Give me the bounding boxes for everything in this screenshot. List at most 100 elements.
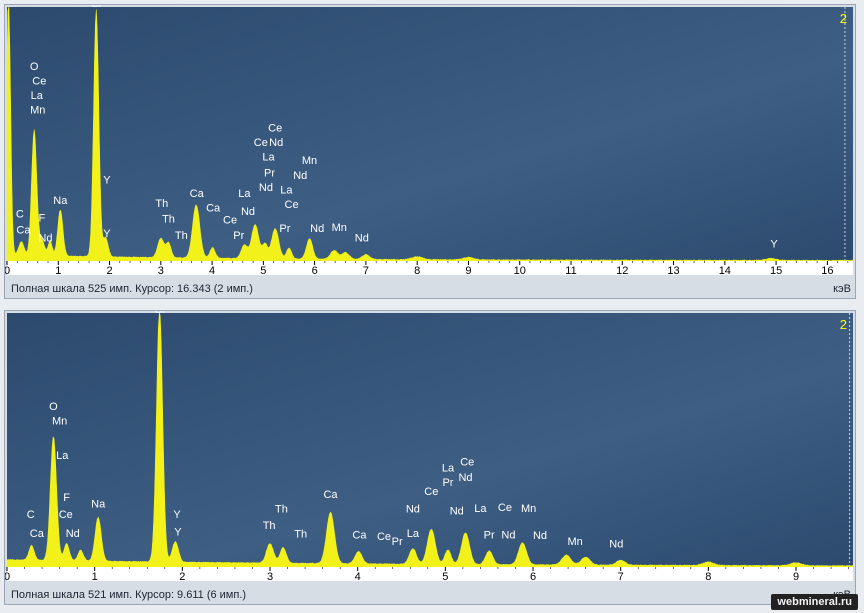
x-tick-label: 6 bbox=[530, 571, 536, 583]
peak-label: Pr bbox=[264, 167, 275, 179]
peak-label: Ce bbox=[223, 214, 237, 226]
peak-label: Th bbox=[155, 198, 168, 210]
plot-area bbox=[7, 7, 853, 261]
peak-label: F bbox=[63, 492, 70, 504]
peak-label: Pr bbox=[442, 477, 453, 489]
peak-label: Na bbox=[91, 499, 106, 511]
peak-label: Nd bbox=[310, 223, 324, 235]
peak-label: Th bbox=[263, 520, 276, 532]
status-line: Полная шкала 521 имп. Курсор: 9.611 (6 и… bbox=[11, 589, 247, 601]
peak-label: Nd bbox=[293, 170, 307, 182]
peak-label: Nd bbox=[241, 206, 255, 218]
peak-label: C bbox=[27, 509, 35, 521]
peak-label: Ca bbox=[323, 489, 338, 501]
x-tick-label: 15 bbox=[770, 265, 782, 277]
peak-label: Mn bbox=[52, 416, 67, 428]
peak-label: La bbox=[474, 503, 487, 515]
peak-label: Th bbox=[175, 230, 188, 242]
peak-label: Na bbox=[53, 195, 68, 207]
x-tick-label: 13 bbox=[667, 265, 679, 277]
x-tick-label: 8 bbox=[414, 265, 420, 277]
peak-label: La bbox=[442, 462, 455, 474]
peak-label: Mn bbox=[567, 536, 582, 548]
peak-label: Nd bbox=[66, 528, 80, 540]
x-tick-label: 0 bbox=[5, 571, 10, 583]
x-tick-label: 2 bbox=[106, 265, 112, 277]
spectrum-series bbox=[6, 312, 854, 568]
plot-area bbox=[7, 313, 853, 567]
peak-label: Nd bbox=[38, 233, 52, 245]
x-tick-label: 14 bbox=[719, 265, 731, 277]
panel-number: 2 bbox=[840, 11, 847, 26]
x-tick-label: 9 bbox=[465, 265, 471, 277]
peak-label: Nd bbox=[269, 137, 283, 149]
peak-label: Ca bbox=[206, 203, 221, 215]
peak-label: Th bbox=[275, 503, 288, 515]
x-tick-label: 16 bbox=[821, 265, 833, 277]
panel-number: 2 bbox=[840, 317, 847, 332]
peak-label: Ce bbox=[32, 75, 46, 87]
peak-label: Ce bbox=[424, 486, 438, 498]
peak-label: Nd bbox=[609, 538, 623, 550]
peak-label: Y bbox=[103, 228, 111, 240]
x-tick-label: 4 bbox=[355, 571, 361, 583]
spectrum-chart-top: 0123456789101112131415162SiOCeLaMnNaCFCa… bbox=[5, 5, 854, 277]
peak-label: Y bbox=[103, 175, 111, 187]
peak-label: Y bbox=[174, 526, 182, 538]
spectrum-panel-bottom: 0 1 2 3 4 5 6 7 8 9 2 Si O Mn La F Ce Nd Na C Ca YY Th Th Th Ca Ca… bbox=[4, 310, 856, 605]
peak-label: C bbox=[16, 208, 24, 220]
x-tick-label: 11 bbox=[565, 265, 576, 277]
spectrum-series bbox=[6, 6, 854, 262]
peak-label: Mn bbox=[302, 155, 317, 167]
x-tick-label: 10 bbox=[514, 265, 526, 277]
peak-label: Nd bbox=[501, 530, 515, 542]
spectrum-chart-bottom: 0 1 2 3 4 5 6 7 8 9 2 Si O Mn La F Ce Nd Na C Ca YY Th Th Th Ca Ca… bbox=[5, 311, 854, 583]
peak-label: Ce bbox=[59, 509, 73, 521]
x-tick-label: 1 bbox=[55, 265, 61, 277]
peak-label: Si bbox=[155, 311, 165, 316]
status-line: Полная шкала 525 имп. Курсор: 16.343 (2 … bbox=[11, 283, 253, 295]
peak-label: Ce bbox=[377, 531, 391, 543]
peak-label: Th bbox=[294, 529, 307, 541]
peak-label: Nd bbox=[458, 472, 472, 484]
x-tick-label: 1 bbox=[92, 571, 98, 583]
x-axis-unit: кэВ bbox=[833, 283, 851, 295]
peak-label: Pr bbox=[279, 223, 290, 235]
peak-label: Pr bbox=[484, 530, 495, 542]
peak-label: Nd bbox=[355, 233, 369, 245]
peak-label: La bbox=[280, 184, 293, 196]
peak-label: Ca bbox=[16, 224, 31, 236]
x-tick-label: 3 bbox=[267, 571, 273, 583]
peak-label: O bbox=[49, 401, 58, 413]
peak-label: Mn bbox=[332, 222, 347, 234]
peak-label: La bbox=[31, 90, 44, 102]
x-tick-label: 2 bbox=[179, 571, 185, 583]
peak-label: Pr bbox=[392, 536, 403, 548]
peak-label: La bbox=[56, 450, 69, 462]
x-axis bbox=[7, 567, 853, 581]
peak-label: Mn bbox=[30, 104, 45, 116]
peak-label: Si bbox=[91, 5, 101, 10]
x-tick-label: 7 bbox=[618, 571, 624, 583]
x-tick-label: 5 bbox=[442, 571, 448, 583]
peak-label: La bbox=[262, 151, 275, 163]
peak-label: Nd bbox=[450, 505, 464, 517]
peak-label: Ca bbox=[190, 188, 205, 200]
peak-label: Ce bbox=[460, 457, 474, 469]
x-tick-label: 4 bbox=[209, 265, 215, 277]
x-tick-label: 8 bbox=[705, 571, 711, 583]
peak-label: Ca bbox=[30, 528, 45, 540]
x-tick-label: 3 bbox=[158, 265, 164, 277]
x-tick-label: 7 bbox=[363, 265, 369, 277]
peak-label: O bbox=[30, 61, 39, 73]
peak-label: Nd bbox=[406, 503, 420, 515]
peak-label: Ce bbox=[254, 137, 268, 149]
peak-label: Ce bbox=[498, 502, 512, 514]
peak-label: Mn bbox=[521, 503, 536, 515]
x-tick-label: 12 bbox=[616, 265, 628, 277]
peak-label: F bbox=[38, 212, 45, 224]
x-tick-label: 5 bbox=[260, 265, 266, 277]
peak-label: Ce bbox=[285, 199, 299, 211]
peak-label: Th bbox=[162, 213, 175, 225]
x-tick-label: 6 bbox=[312, 265, 318, 277]
